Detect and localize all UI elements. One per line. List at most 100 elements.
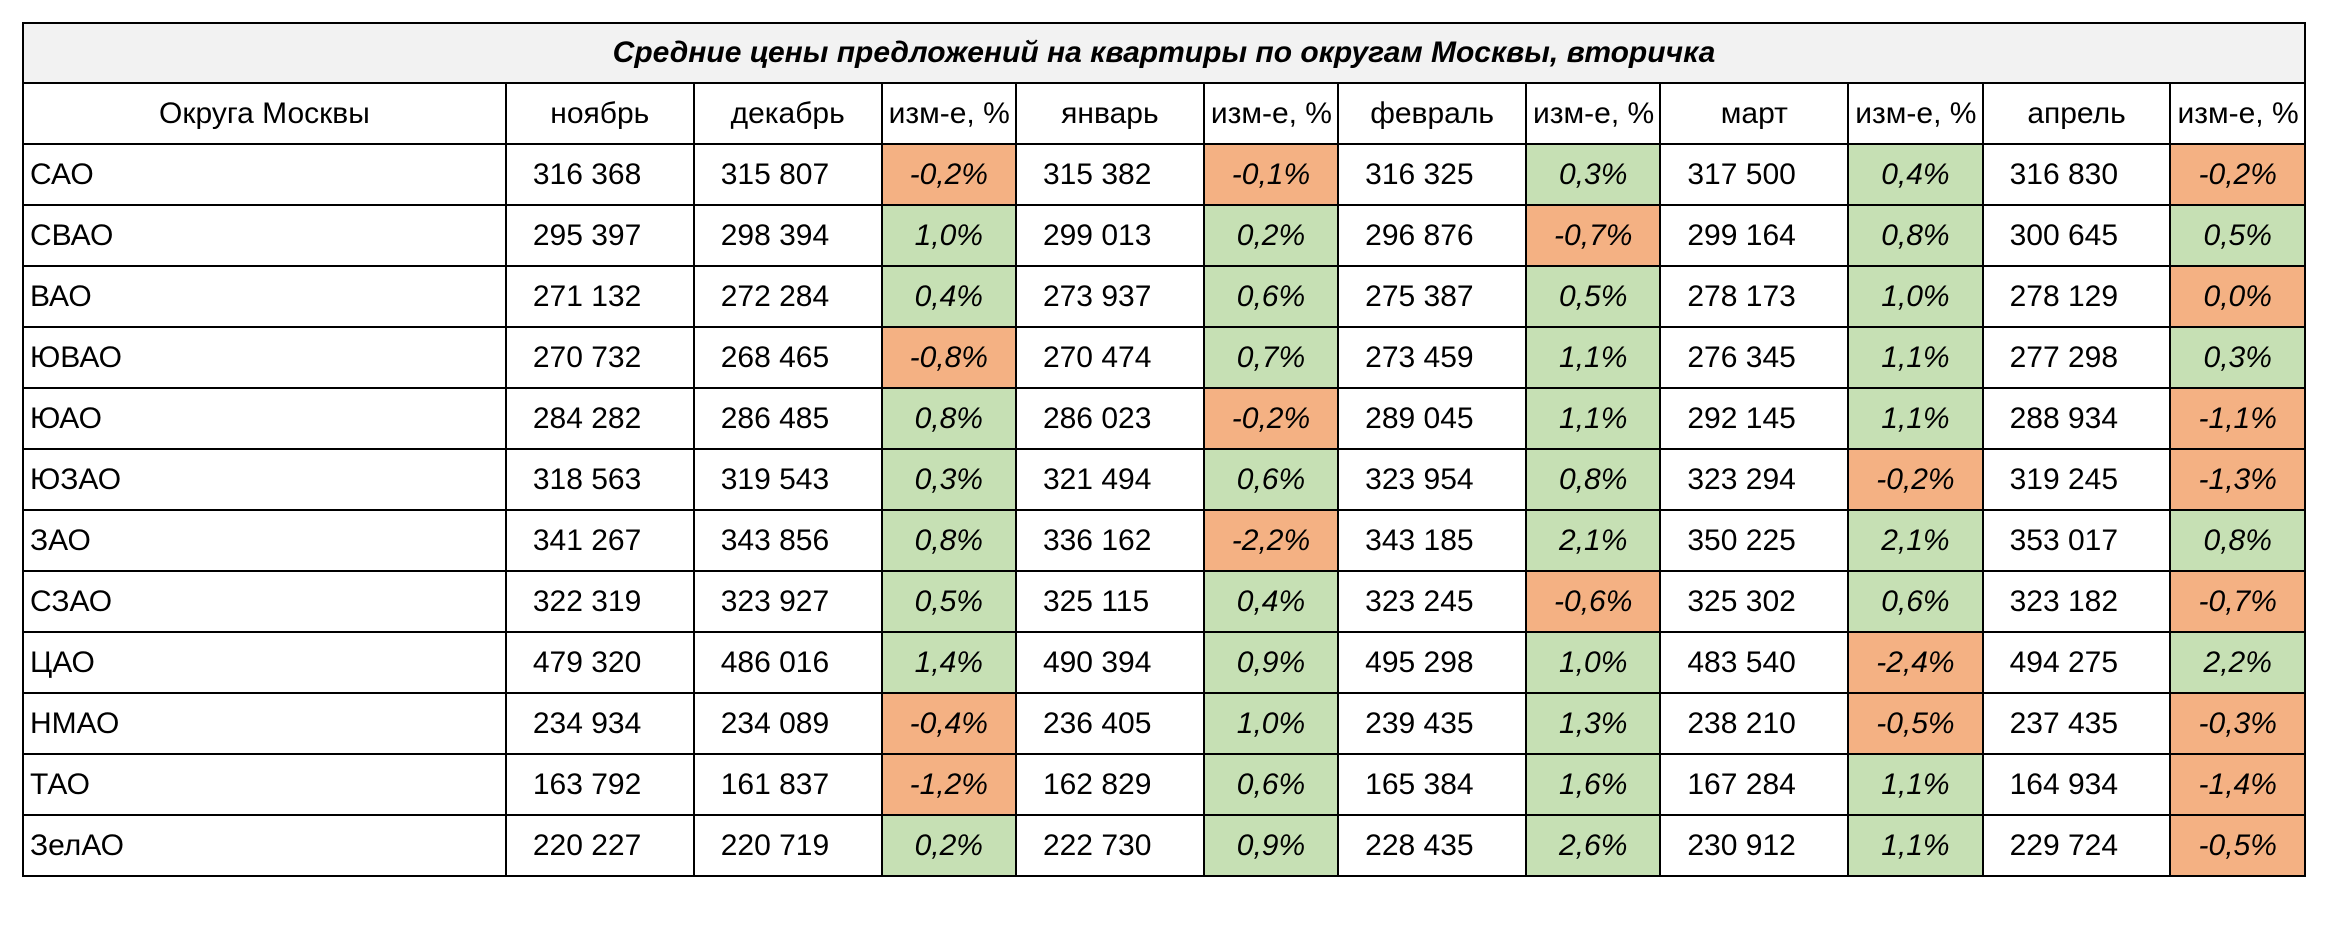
change-february: 1,6% — [1525, 753, 1662, 816]
price-january: 321 494 — [1014, 448, 1205, 511]
district-cell: ЗАО — [22, 509, 507, 572]
change-december: -1,2% — [880, 753, 1017, 816]
price-february: 289 045 — [1337, 387, 1528, 450]
change-march: 0,8% — [1847, 204, 1984, 267]
change-march: 0,4% — [1847, 143, 1984, 206]
change-december: 0,2% — [880, 814, 1017, 877]
table-row: СЗАО 322 319 323 927 0,5% 325 115 0,4% 323 245… — [22, 570, 2306, 633]
price-february: 343 185 — [1337, 509, 1528, 572]
price-december: 161 837 — [692, 753, 883, 816]
price-january: 273 937 — [1014, 265, 1205, 328]
price-january: 325 115 — [1014, 570, 1205, 633]
change-march: 1,1% — [1847, 326, 1984, 389]
price-february: 239 435 — [1337, 692, 1528, 755]
price-november: 316 368 — [504, 143, 695, 206]
change-december: -0,2% — [880, 143, 1017, 206]
price-december: 315 807 — [692, 143, 883, 206]
change-april: -1,3% — [2169, 448, 2306, 511]
price-april: 494 275 — [1981, 631, 2172, 694]
change-january: 1,0% — [1202, 692, 1340, 755]
price-march: 483 540 — [1659, 631, 1850, 694]
header-march: март — [1659, 82, 1850, 145]
district-cell: САО — [22, 143, 507, 206]
price-november: 284 282 — [504, 387, 695, 450]
change-january: -0,1% — [1202, 143, 1340, 206]
header-december: декабрь — [692, 82, 883, 145]
title-row: Средние цены предложений на квартиры по … — [22, 22, 2306, 84]
district-cell: ЮАО — [22, 387, 507, 450]
price-april: 316 830 — [1981, 143, 2172, 206]
price-november: 270 732 — [504, 326, 695, 389]
change-february: -0,7% — [1525, 204, 1662, 267]
price-january: 286 023 — [1014, 387, 1205, 450]
header-april: апрель — [1981, 82, 2172, 145]
price-april: 300 645 — [1981, 204, 2172, 267]
district-cell: ЗелАО — [22, 814, 507, 877]
price-april: 229 724 — [1981, 814, 2172, 877]
price-march: 325 302 — [1659, 570, 1850, 633]
price-january: 299 013 — [1014, 204, 1205, 267]
price-january: 270 474 — [1014, 326, 1205, 389]
price-january: 162 829 — [1014, 753, 1205, 816]
change-february: 0,5% — [1525, 265, 1662, 328]
change-february: 1,3% — [1525, 692, 1662, 755]
table-row: СВАО 295 397 298 394 1,0% 299 013 0,2% 296 876… — [22, 204, 2306, 267]
district-cell: ВАО — [22, 265, 507, 328]
change-december: 1,0% — [880, 204, 1017, 267]
price-april: 288 934 — [1981, 387, 2172, 450]
price-november: 220 227 — [504, 814, 695, 877]
change-march: 1,1% — [1847, 753, 1984, 816]
table-row: ЗАО 341 267 343 856 0,8% 336 162 -2,2% 343 185… — [22, 509, 2306, 572]
price-november: 163 792 — [504, 753, 695, 816]
price-december: 486 016 — [692, 631, 883, 694]
price-february: 316 325 — [1337, 143, 1528, 206]
price-december: 298 394 — [692, 204, 883, 267]
price-november: 271 132 — [504, 265, 695, 328]
price-february: 273 459 — [1337, 326, 1528, 389]
change-march: 1,0% — [1847, 265, 1984, 328]
price-december: 323 927 — [692, 570, 883, 633]
price-february: 495 298 — [1337, 631, 1528, 694]
table-row: ВАО 271 132 272 284 0,4% 273 937 0,6% 275 387 0… — [22, 265, 2306, 328]
change-february: 0,8% — [1525, 448, 1662, 511]
price-december: 272 284 — [692, 265, 883, 328]
header-row: Округа Москвы ноябрь декабрь изм-е, % ян… — [22, 82, 2306, 145]
change-december: 0,5% — [880, 570, 1017, 633]
change-march: 2,1% — [1847, 509, 1984, 572]
price-april: 319 245 — [1981, 448, 2172, 511]
district-cell: ЮВАО — [22, 326, 507, 389]
price-january: 236 405 — [1014, 692, 1205, 755]
header-change-april: изм-е, % — [2169, 82, 2306, 145]
table-body: САО 316 368 315 807 -0,2% 315 382 -0,1% 316 32… — [22, 143, 2306, 877]
header-change-december: изм-е, % — [880, 82, 1017, 145]
price-february: 275 387 — [1337, 265, 1528, 328]
price-april: 353 017 — [1981, 509, 2172, 572]
table-row: ЗелАО 220 227 220 719 0,2% 222 730 0,9% 228 43… — [22, 814, 2306, 877]
price-january: 315 382 — [1014, 143, 1205, 206]
price-january: 222 730 — [1014, 814, 1205, 877]
price-november: 479 320 — [504, 631, 695, 694]
table-row: НМАО 234 934 234 089 -0,4% 236 405 1,0% 239 43… — [22, 692, 2306, 755]
header-districts: Округа Москвы — [22, 82, 507, 145]
table-row: САО 316 368 315 807 -0,2% 315 382 -0,1% 316 32… — [22, 143, 2306, 206]
price-november: 341 267 — [504, 509, 695, 572]
change-april: 0,5% — [2169, 204, 2306, 267]
change-march: 1,1% — [1847, 387, 1984, 450]
price-february: 228 435 — [1337, 814, 1528, 877]
header-february: февраль — [1337, 82, 1528, 145]
change-january: 0,7% — [1202, 326, 1340, 389]
district-cell: НМАО — [22, 692, 507, 755]
price-april: 278 129 — [1981, 265, 2172, 328]
table-row: ЮВАО 270 732 268 465 -0,8% 270 474 0,7% 273 45… — [22, 326, 2306, 389]
price-march: 350 225 — [1659, 509, 1850, 572]
price-november: 318 563 — [504, 448, 695, 511]
change-april: -1,1% — [2169, 387, 2306, 450]
change-january: 0,9% — [1202, 814, 1340, 877]
price-table: Средние цены предложений на квартиры по … — [22, 22, 2306, 877]
change-january: 0,6% — [1202, 448, 1340, 511]
district-cell: СЗАО — [22, 570, 507, 633]
change-february: 0,3% — [1525, 143, 1662, 206]
change-january: 0,6% — [1202, 753, 1340, 816]
district-cell: ТАО — [22, 753, 507, 816]
price-december: 319 543 — [692, 448, 883, 511]
